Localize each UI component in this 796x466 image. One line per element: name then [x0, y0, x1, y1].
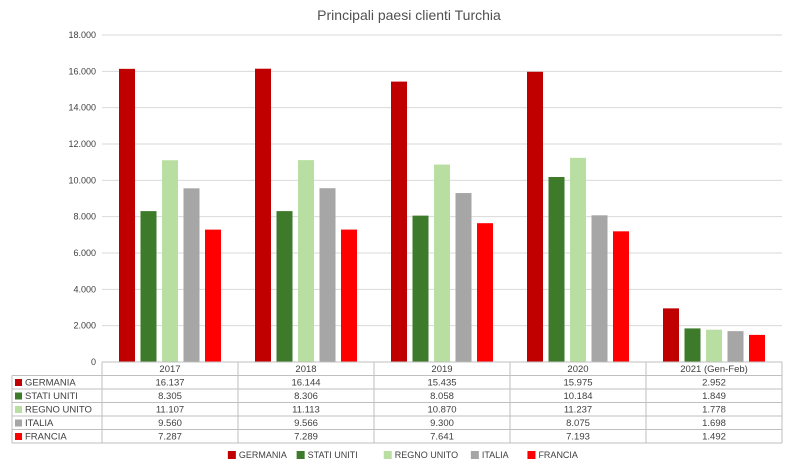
y-tick-label: 0 [91, 357, 96, 367]
data-label: 1.698 [702, 418, 726, 429]
table-series-label: ITALIA [25, 418, 54, 429]
x-tick-label: 2018 [295, 364, 316, 375]
data-label: 11.113 [292, 405, 320, 416]
table-series-label: STATI UNITI [25, 391, 78, 402]
x-tick-label: 2019 [431, 364, 452, 375]
data-label: 15.975 [563, 378, 592, 389]
data-label: 10.184 [563, 391, 592, 402]
bar [477, 223, 493, 362]
y-tick-label: 6.000 [73, 248, 96, 258]
bar [162, 160, 178, 362]
data-label: 8.058 [430, 391, 454, 402]
x-tick-label: 2021 (Gen-Feb) [680, 364, 748, 375]
legend-key [227, 451, 236, 459]
bar [613, 231, 629, 362]
data-label: 9.560 [158, 418, 182, 429]
legend-label: STATI UNITI [308, 450, 358, 460]
legend-label: ITALIA [482, 450, 509, 460]
data-label: 7.287 [158, 432, 182, 443]
x-tick-label: 2017 [159, 364, 180, 375]
data-label: 7.641 [430, 432, 454, 443]
bar [548, 176, 565, 362]
data-label: 16.144 [291, 378, 320, 389]
y-tick-label: 18.000 [68, 30, 96, 40]
bars [119, 68, 765, 363]
data-label: 8.305 [158, 391, 182, 402]
bar [298, 160, 314, 362]
data-label: 2.952 [702, 378, 726, 389]
data-table: 2017 2018 2019 2020 2021 (Gen-Feb) GERMANIA 16… [11, 361, 783, 444]
bar [527, 71, 543, 362]
data-label: 1.849 [702, 391, 726, 402]
table-legend-key [15, 406, 22, 413]
y-axis: 0 2.000 4.000 6.000 8.000 10.000 12.000 14.000 1… [68, 30, 96, 367]
table-series-label: GERMANIA [25, 378, 76, 389]
y-tick-label: 10.000 [68, 175, 96, 185]
table-legend-key [15, 433, 22, 440]
bar [119, 68, 135, 363]
data-label: 8.075 [566, 418, 590, 429]
legend: GERMANIA STATI UNITI REGNO UNITO ITALIA FRAN… [227, 450, 578, 460]
bar [749, 334, 765, 362]
bar [412, 215, 429, 362]
bar [341, 229, 357, 362]
legend-label: FRANCIA [538, 450, 578, 460]
data-label: 11.107 [156, 405, 184, 416]
bar [684, 328, 701, 362]
legend-key [296, 451, 305, 459]
y-tick-label: 16.000 [68, 66, 96, 76]
bar [663, 308, 679, 362]
legend-label: GERMANIA [239, 450, 287, 460]
bar [455, 193, 472, 362]
legend-key [527, 451, 536, 459]
table-series-label: FRANCIA [25, 432, 67, 443]
table-series-label: REGNO UNITO [25, 405, 92, 416]
table-legend-key [15, 379, 22, 386]
y-tick-label: 2.000 [73, 321, 96, 331]
data-label: 1.778 [702, 405, 726, 416]
bar [706, 329, 722, 362]
y-tick-label: 12.000 [68, 139, 96, 149]
data-label: 15.435 [427, 378, 456, 389]
data-label: 11.237 [564, 405, 592, 416]
legend-key [383, 451, 392, 459]
bar [183, 188, 200, 362]
table-legend-key [15, 392, 22, 400]
legend-key [470, 451, 479, 459]
data-label: 16.137 [155, 378, 184, 389]
data-label: 7.193 [566, 432, 590, 443]
bar [591, 215, 608, 362]
data-label: 9.566 [294, 418, 318, 429]
bar [255, 68, 271, 362]
data-label: 7.289 [294, 432, 318, 443]
bar [140, 211, 157, 362]
table-legend-key [15, 419, 22, 427]
bar [276, 211, 293, 362]
bar [570, 157, 586, 362]
legend-label: REGNO UNITO [395, 450, 458, 460]
bar [319, 188, 336, 362]
y-tick-label: 8.000 [73, 212, 96, 222]
chart-title: Principali paesi clienti Turchia [317, 7, 501, 23]
bar [434, 164, 450, 362]
y-tick-label: 4.000 [73, 284, 96, 294]
y-tick-label: 14.000 [68, 103, 96, 113]
x-tick-label: 2020 [567, 364, 588, 375]
data-label: 9.300 [430, 418, 454, 429]
bar [727, 331, 744, 362]
bar [205, 229, 221, 362]
bar [391, 81, 407, 362]
data-label: 8.306 [294, 391, 318, 402]
data-label: 1.492 [702, 432, 726, 443]
data-label: 10.870 [427, 405, 456, 416]
